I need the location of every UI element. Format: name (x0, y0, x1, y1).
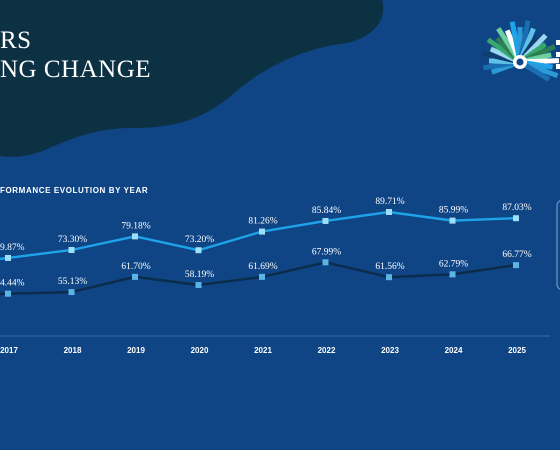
logo-text-fragment (556, 40, 560, 45)
data-point-lower (132, 273, 138, 280)
x-tick-label: 2017 (0, 346, 18, 355)
legend-box (556, 200, 560, 290)
data-point-upper (513, 215, 519, 222)
data-point-upper (259, 228, 265, 235)
x-tick-label: 2020 (191, 346, 209, 355)
data-point-upper (68, 247, 75, 253)
data-point-lower (259, 273, 265, 280)
data-point-upper (386, 209, 392, 215)
data-point-lower (449, 271, 456, 278)
data-label-lower: 67.99% (312, 247, 341, 257)
data-point-upper (132, 233, 138, 240)
x-tick-label: 2024 (445, 346, 463, 355)
logo-ray (523, 62, 551, 82)
data-point-upper (195, 247, 202, 254)
data-label-upper: 79.18% (121, 221, 150, 231)
data-point-lower (386, 274, 392, 281)
header-wave-shape (0, 0, 384, 157)
data-label-lower: 62.79% (439, 259, 468, 269)
data-label-lower: 61.70% (121, 262, 150, 272)
logo-text-fragment (556, 64, 560, 69)
series-line-upper (0, 210, 517, 261)
data-label-upper: 9.87% (0, 243, 25, 253)
x-tick-label: 2023 (381, 346, 399, 355)
x-tick-label: 2018 (64, 346, 82, 355)
data-point-upper (322, 217, 329, 224)
logo-ray (521, 35, 539, 59)
series-line-lower (0, 261, 517, 296)
data-label-upper: 73.20% (185, 235, 214, 245)
data-label-upper: 85.84% (312, 206, 341, 216)
data-point-upper (5, 254, 11, 261)
logo-ray (524, 61, 559, 79)
logo-ray (518, 20, 531, 57)
x-tick-label: 2021 (254, 346, 272, 355)
data-label-lower: 55.13% (58, 277, 87, 287)
data-point-upper (449, 217, 456, 224)
data-point-lower (68, 289, 75, 296)
data-point-lower (195, 281, 202, 288)
data-label-upper: 89.71% (375, 197, 404, 207)
chart-subtitle: FORMANCE EVOLUTION BY YEAR (0, 186, 148, 195)
logo-ray (489, 46, 516, 62)
logo-ray (519, 27, 536, 58)
x-tick-label: 2022 (318, 346, 336, 355)
data-label-lower: 61.69% (248, 262, 277, 272)
header-title-line-1: RS (0, 27, 32, 54)
data-label-lower: 61.56% (375, 262, 404, 272)
logo-ray (486, 37, 517, 61)
logo-text-fragment (556, 52, 560, 57)
data-point-lower (513, 262, 519, 269)
data-point-lower (5, 290, 11, 297)
header-title-line-2: NG CHANGE (0, 56, 151, 83)
data-point-lower (322, 259, 329, 266)
data-label-upper: 85.99% (439, 206, 468, 216)
x-tick-label: 2019 (127, 346, 145, 355)
x-tick-label: 2025 (508, 346, 526, 355)
logo-ray (482, 51, 515, 64)
data-label-upper: 81.26% (248, 217, 277, 227)
radiating-fan-logo-icon (482, 20, 560, 82)
data-label-lower: 66.77% (502, 250, 531, 260)
data-label-upper: 73.30% (58, 235, 87, 245)
logo-ray (525, 60, 553, 70)
data-label-upper: 87.03% (502, 203, 531, 213)
data-label-lower: 58.19% (185, 270, 214, 280)
data-label-lower: 4.44% (0, 279, 25, 289)
